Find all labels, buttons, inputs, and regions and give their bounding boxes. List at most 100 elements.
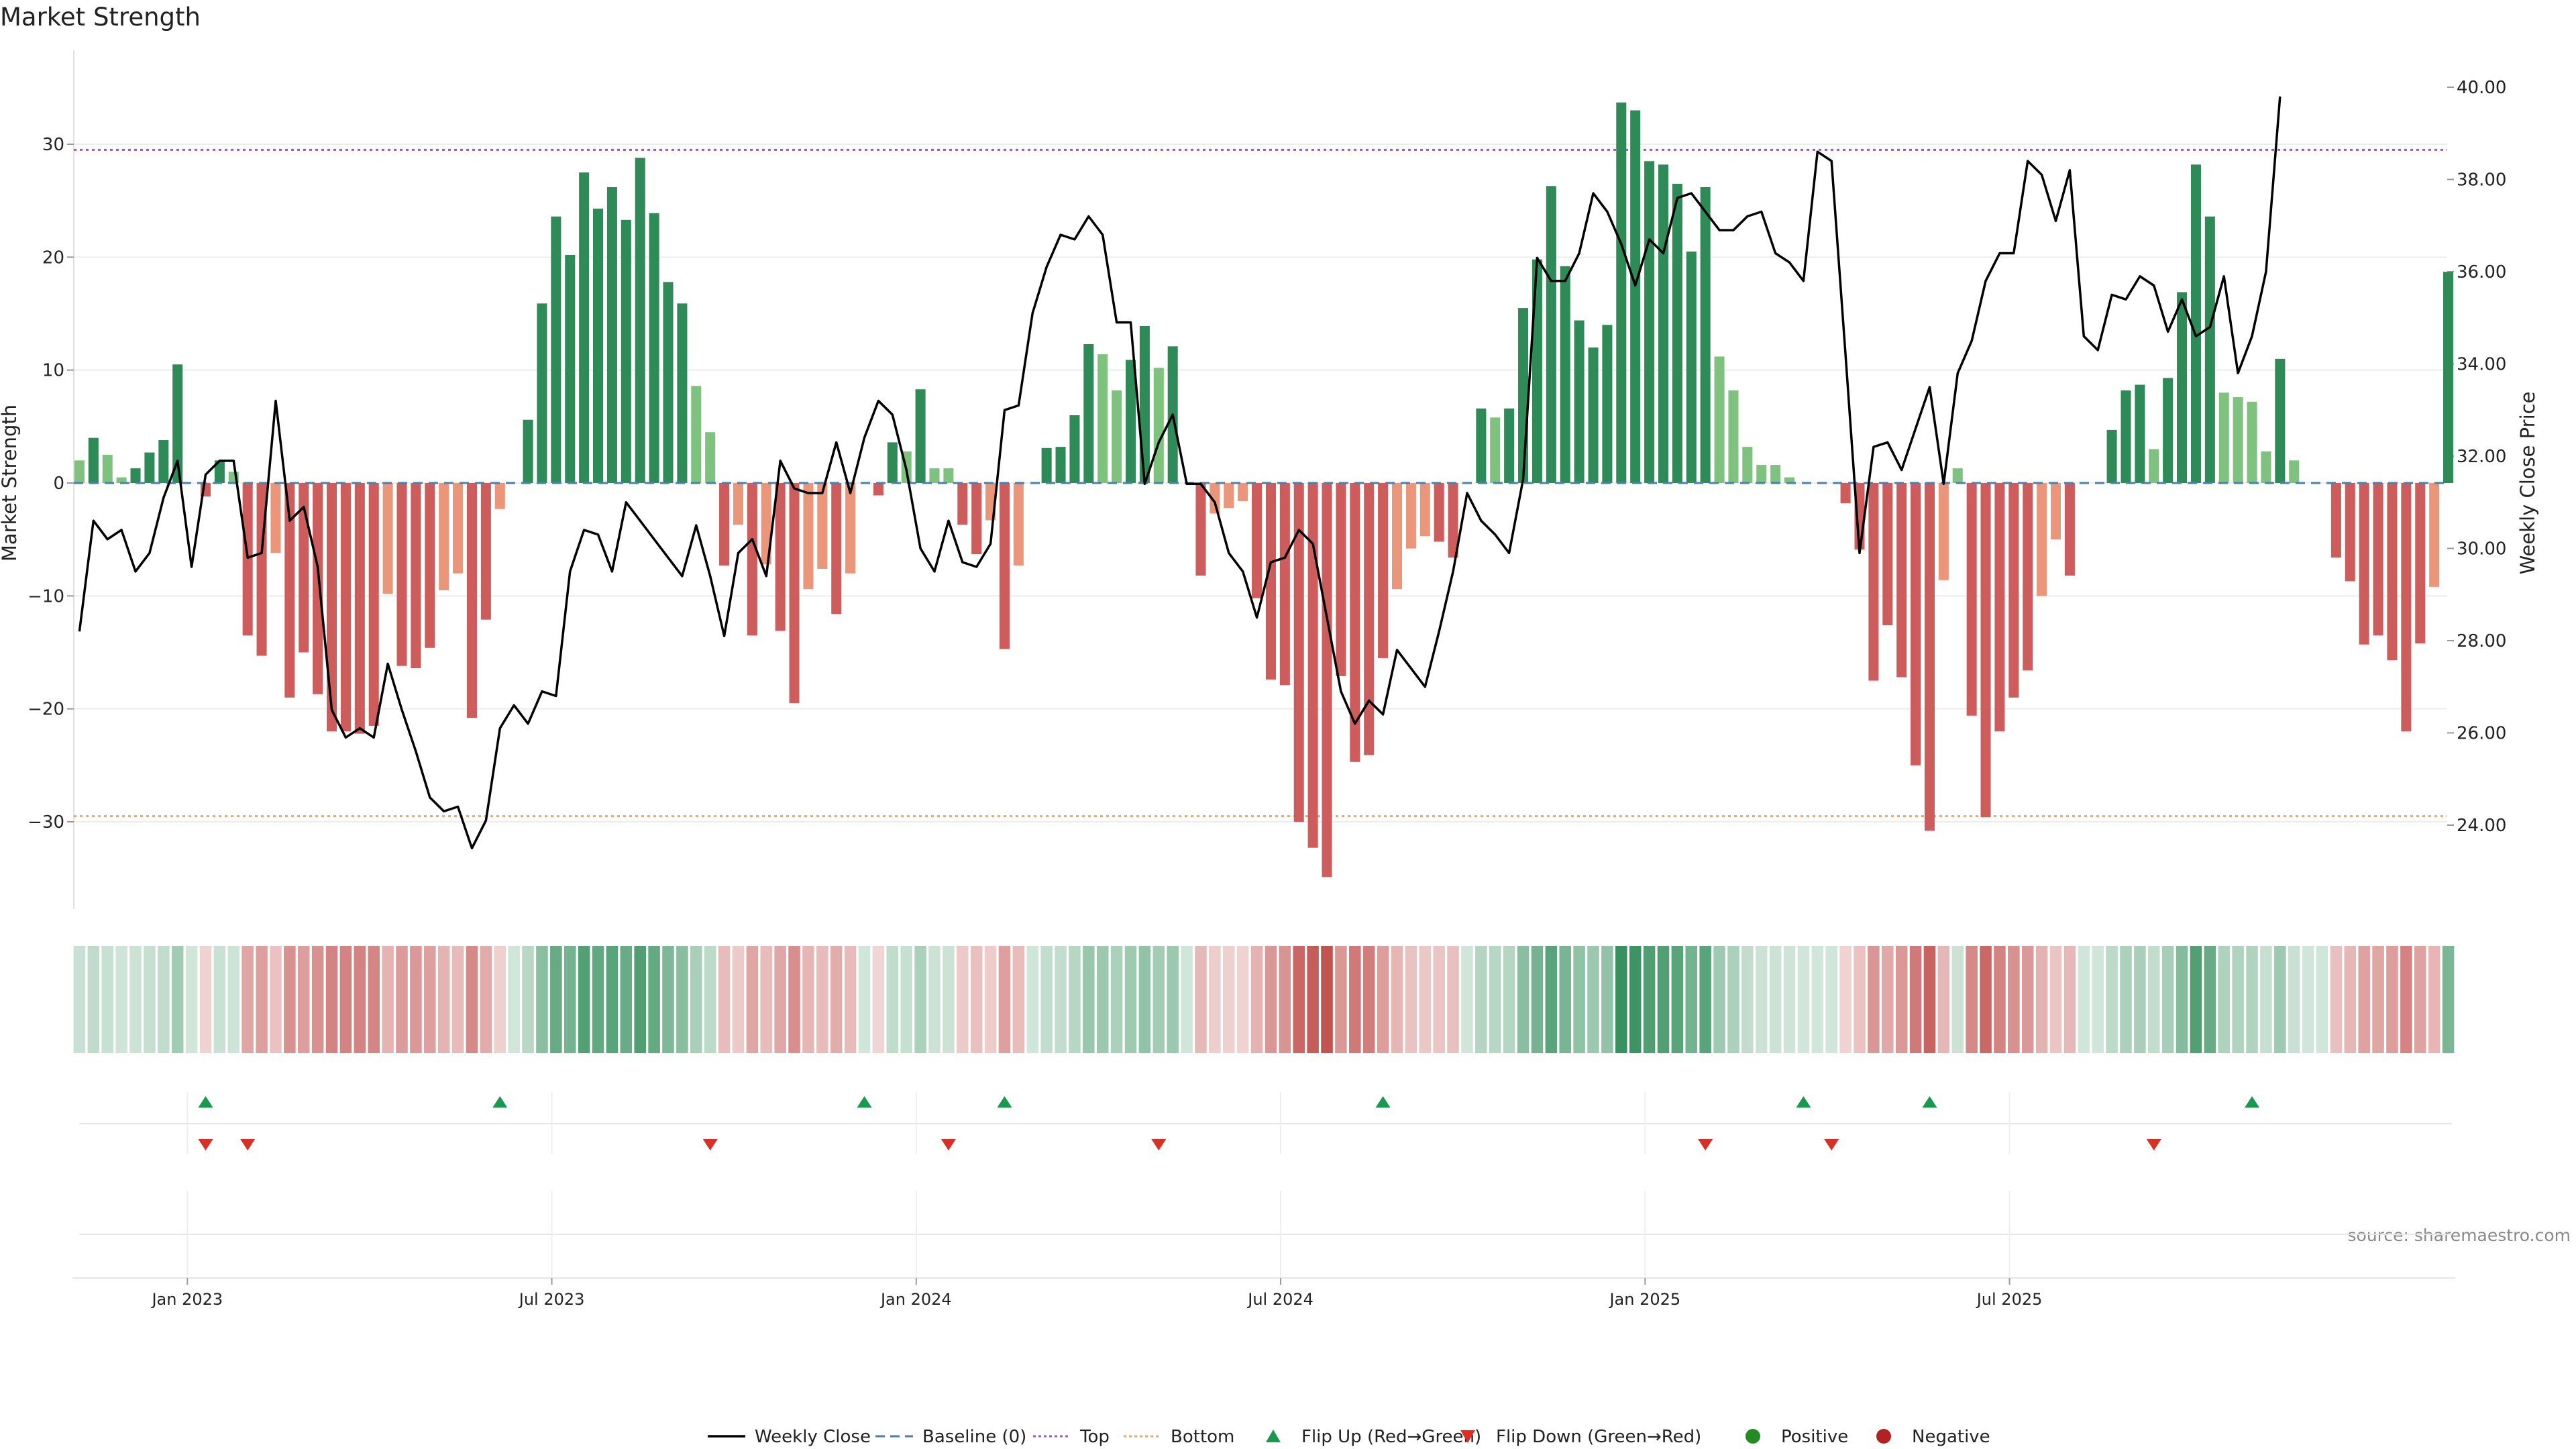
heat-cell bbox=[144, 946, 156, 1053]
strength-bar bbox=[1560, 266, 1570, 483]
strength-bar bbox=[2218, 392, 2229, 483]
strength-bar bbox=[1307, 483, 1318, 848]
strength-bar bbox=[551, 216, 561, 483]
heat-cell bbox=[129, 946, 142, 1053]
heat-cell bbox=[1727, 946, 1739, 1053]
x-tick-label: Jan 2024 bbox=[879, 1290, 952, 1309]
strength-bar bbox=[1013, 483, 1024, 566]
strength-bar bbox=[593, 208, 604, 483]
heat-cell bbox=[1419, 946, 1432, 1053]
strength-bar bbox=[1378, 483, 1389, 658]
heat-cell bbox=[1811, 946, 1824, 1053]
heat-cell bbox=[1362, 946, 1375, 1053]
heat-cell bbox=[2302, 946, 2314, 1053]
strength-bar bbox=[1994, 483, 2005, 732]
heat-cell bbox=[2400, 946, 2412, 1053]
strength-bar bbox=[327, 483, 337, 732]
y-tick-label: −10 bbox=[28, 586, 64, 606]
x-tick-label: Jul 2023 bbox=[518, 1290, 585, 1309]
strength-bar bbox=[2275, 358, 2286, 483]
strength-bar bbox=[1546, 186, 1556, 483]
strength-bar bbox=[284, 483, 295, 698]
heat-cell bbox=[1559, 946, 1571, 1053]
strength-bar bbox=[719, 483, 730, 566]
strength-bar bbox=[845, 483, 856, 574]
gridlines bbox=[73, 50, 2447, 909]
strength-bar bbox=[1490, 417, 1501, 483]
strength-bar bbox=[2050, 483, 2061, 540]
heat-cell bbox=[368, 946, 380, 1053]
heat-cell bbox=[620, 946, 633, 1053]
strength-bar bbox=[957, 483, 968, 525]
heat-cell bbox=[2035, 946, 2048, 1053]
x-tick-label: Jul 2025 bbox=[1976, 1290, 2043, 1309]
legend-label: Negative bbox=[1912, 1427, 1990, 1447]
heat-cell bbox=[1923, 946, 1936, 1053]
strength-bars bbox=[74, 102, 2454, 877]
heat-cell bbox=[2358, 946, 2370, 1053]
source-note: source: sharemaestro.com bbox=[2348, 1226, 2571, 1245]
heat-cell bbox=[1769, 946, 1782, 1053]
strength-bar bbox=[606, 186, 617, 483]
heat-cell bbox=[213, 946, 226, 1053]
heat-cell bbox=[648, 946, 660, 1053]
strength-bar bbox=[1700, 186, 1711, 483]
flip-up-marker bbox=[857, 1096, 872, 1108]
heat-cell bbox=[788, 946, 800, 1053]
heat-cell bbox=[1181, 946, 1193, 1053]
strength-bar bbox=[915, 389, 926, 483]
strength-bar bbox=[733, 483, 743, 525]
heat-cell bbox=[1349, 946, 1361, 1053]
heat-cell bbox=[256, 946, 268, 1053]
strength-bar bbox=[313, 483, 323, 694]
heat-cell bbox=[410, 946, 422, 1053]
heat-cell bbox=[1222, 946, 1235, 1053]
heat-cell bbox=[1937, 946, 1950, 1053]
heat-cell bbox=[1966, 946, 1978, 1053]
strength-bar bbox=[1322, 483, 1332, 877]
heat-cell bbox=[2428, 946, 2440, 1053]
heat-cell bbox=[2008, 946, 2020, 1053]
heat-cell bbox=[437, 946, 450, 1053]
strength-bar bbox=[1686, 251, 1697, 483]
strength-bar bbox=[2330, 483, 2341, 558]
strength-bar bbox=[1195, 483, 1206, 576]
legend-positive-icon bbox=[1746, 1429, 1760, 1444]
heat-cell bbox=[2148, 946, 2160, 1053]
strength-bar bbox=[2345, 483, 2355, 582]
strength-bar bbox=[1391, 483, 1403, 590]
heat-cell bbox=[1195, 946, 1207, 1053]
strength-bar bbox=[2359, 483, 2369, 645]
strength-bar bbox=[1658, 164, 1669, 484]
heat-cell bbox=[270, 946, 282, 1053]
strength-bar bbox=[2135, 384, 2145, 483]
strength-bar bbox=[1448, 483, 1458, 558]
strength-bar bbox=[1336, 483, 1346, 676]
y2-axis-label: Weekly Close Price bbox=[2516, 392, 2539, 575]
strength-bar bbox=[971, 483, 982, 555]
legend-label: Flip Down (Green→Red) bbox=[1496, 1427, 1701, 1447]
heat-cell bbox=[1895, 946, 1908, 1053]
strength-bar bbox=[1882, 483, 1893, 626]
flip-down-marker bbox=[198, 1139, 213, 1150]
heat-cell bbox=[2092, 946, 2104, 1053]
strength-bar bbox=[1083, 343, 1094, 483]
strength-bar bbox=[2064, 483, 2075, 576]
strength-bar bbox=[270, 483, 281, 553]
strength-bar bbox=[789, 483, 800, 704]
heat-cell bbox=[760, 946, 773, 1053]
heat-cell bbox=[2106, 946, 2118, 1053]
strength-bar bbox=[466, 483, 478, 718]
heat-cell bbox=[886, 946, 899, 1053]
strength-bar bbox=[537, 303, 547, 483]
strength-bar bbox=[2106, 429, 2117, 483]
strength-bar bbox=[1980, 483, 1991, 818]
heat-cell bbox=[816, 946, 828, 1053]
heat-cell bbox=[928, 946, 941, 1053]
heat-cell bbox=[2120, 946, 2132, 1053]
heat-cell bbox=[1040, 946, 1053, 1053]
strength-bar bbox=[2163, 378, 2174, 483]
strength-bar bbox=[2373, 483, 2383, 636]
strength-bar bbox=[1265, 483, 1276, 680]
strength-bar bbox=[299, 483, 309, 653]
